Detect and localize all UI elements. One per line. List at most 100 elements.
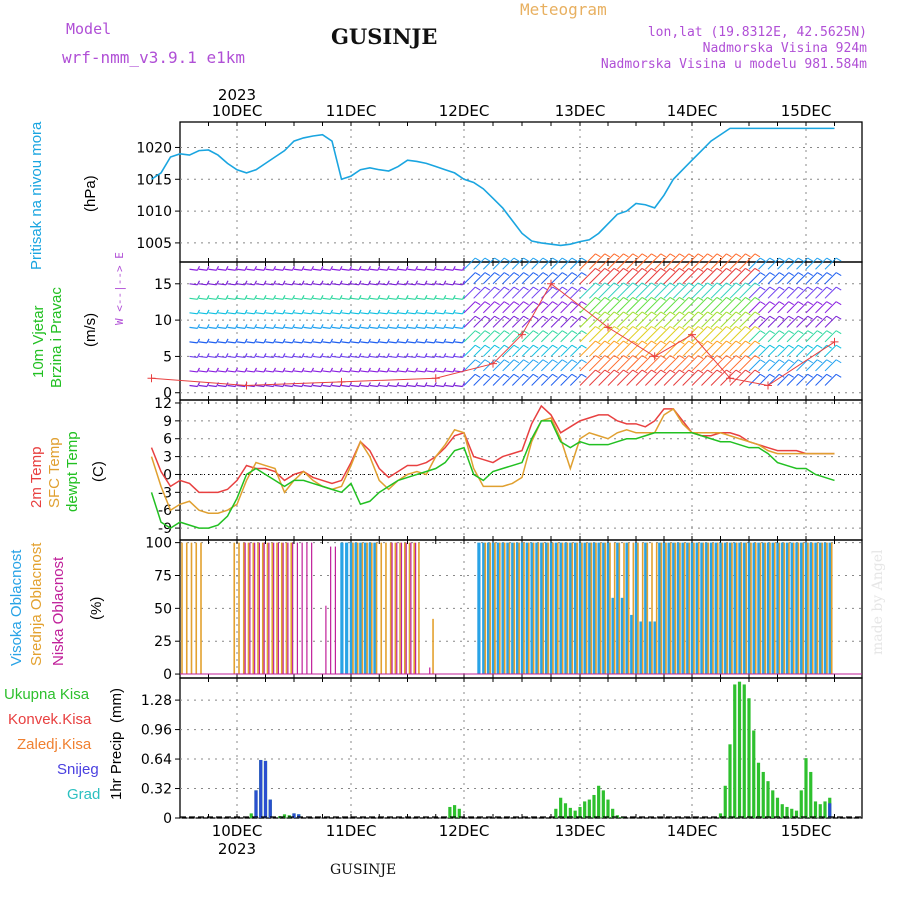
pressure-line [151,127,835,247]
wind-barb [454,384,463,388]
wind-barb-flag [484,257,491,262]
cloud-bar-mid_cloud [503,542,506,675]
wind-barb-flag [263,324,267,329]
wind-barb-flag [679,326,685,330]
wind-barb [758,257,771,270]
wind-barb [198,370,208,373]
wind-barb-flag [494,315,500,320]
wind-barb [454,297,463,300]
wind-barb [331,370,341,373]
wind-barb [729,297,746,314]
wind-barb-flag [745,311,751,316]
cloud-bar-mid_cloud [759,542,762,675]
wind-barb [644,268,662,285]
wind-barb [435,370,444,373]
wind-barb-flag [697,297,704,301]
wind-barb-flag [769,272,775,277]
wind-barb-flag [651,326,657,330]
wind-barb [569,272,582,285]
wind-barb-flag [707,340,713,345]
y-tick-label: -9 [158,521,172,537]
precip-bar [752,730,756,818]
wind-barb [265,384,274,388]
wind-barb-flag [253,309,258,315]
wind-barb-flag [433,309,437,315]
cloud-bar-mid_cloud [604,542,607,675]
wind-barb [246,312,255,315]
wind-barb-flag [377,338,381,344]
wind-barb [303,370,312,373]
wind-barb [588,268,606,285]
wind-barb [445,297,454,300]
wind-barb-flag [405,367,409,373]
wind-barb [246,326,255,329]
wind-barb-flag [396,324,400,329]
wind-barb-flag [581,373,587,378]
cloud-bar-mid_cloud [726,542,729,675]
wind-barb [379,268,388,271]
cloud-bar-mid_cloud [688,542,691,675]
cloud-bar-mid_cloud [375,542,378,675]
wind-barb-flag [433,382,437,387]
elevation-label: Nadmorska Visina 924m [702,41,867,56]
wind-barb-flag [552,301,558,306]
wind-barb-flag [595,369,601,374]
precip-bar [573,810,577,818]
cloud-bar-mid_cloud [195,542,198,675]
wind-barb [293,341,303,344]
cloud-bar-high_cloud [477,542,481,675]
wind-barb-flag [571,286,578,291]
cloud-bar-mid_cloud [764,542,767,675]
cloud-bar-mid_cloud [542,542,545,675]
wind-barb [569,286,582,299]
wind-barb-flag [716,340,723,345]
day-label-bottom: 11DEC [326,822,377,840]
wind-barb [492,330,505,343]
wind-barb-flag [595,282,601,287]
y-tick-label: 1.28 [141,693,172,709]
wind-barb-flag [641,369,648,374]
wind-barb-flag [571,257,578,262]
wind-barb [360,384,369,388]
wind-speed-marker [604,323,612,332]
wind-barb-flag [503,257,510,262]
wind-barb-flag [778,301,785,306]
wind-barb-flag [581,330,587,335]
wind-barb [416,370,425,373]
wind-barb-flag [532,373,539,378]
cloud-bar-high_cloud [573,542,578,675]
wind-barb-flag [225,280,229,286]
wind-barb-flag [263,382,267,387]
wind-barb-flag [835,359,842,364]
wind-barb-flag [669,355,676,359]
wind-compass: W <--|--> E [113,252,126,325]
cloud-bar-mid_cloud [200,542,202,675]
cloud-bar-high_cloud [766,542,770,675]
wind-barb-flag [716,326,723,330]
cloud-bar-low_cloud [306,542,308,675]
cloud-bar-high_cloud [559,542,563,675]
wind-barb [654,253,671,270]
cloud-bar-mid_cloud [190,542,193,675]
wind-barb [236,297,246,300]
wind-barb [739,282,756,299]
wind-speed-marker [242,381,251,390]
wind-barb [550,330,563,343]
wind-barb [398,384,407,388]
wind-barb-flag [396,280,400,286]
wind-barb [198,283,208,286]
wind-barb [407,268,416,271]
wind-barb-flag [571,301,578,306]
wind-barb [758,286,771,299]
wind-barb-flag [835,373,842,378]
wind-barb-flag [797,373,804,378]
wind-barb [463,344,476,357]
wind-barb-flag [788,286,794,291]
wind-barb [255,297,265,300]
wind-barb-flag [797,286,804,291]
wind-barb [274,326,284,329]
wind-barb-flag [367,265,371,271]
wind-barb-flag [414,338,419,344]
cloud-bar-high_cloud [785,542,789,675]
wind-barb-flag [433,338,437,344]
